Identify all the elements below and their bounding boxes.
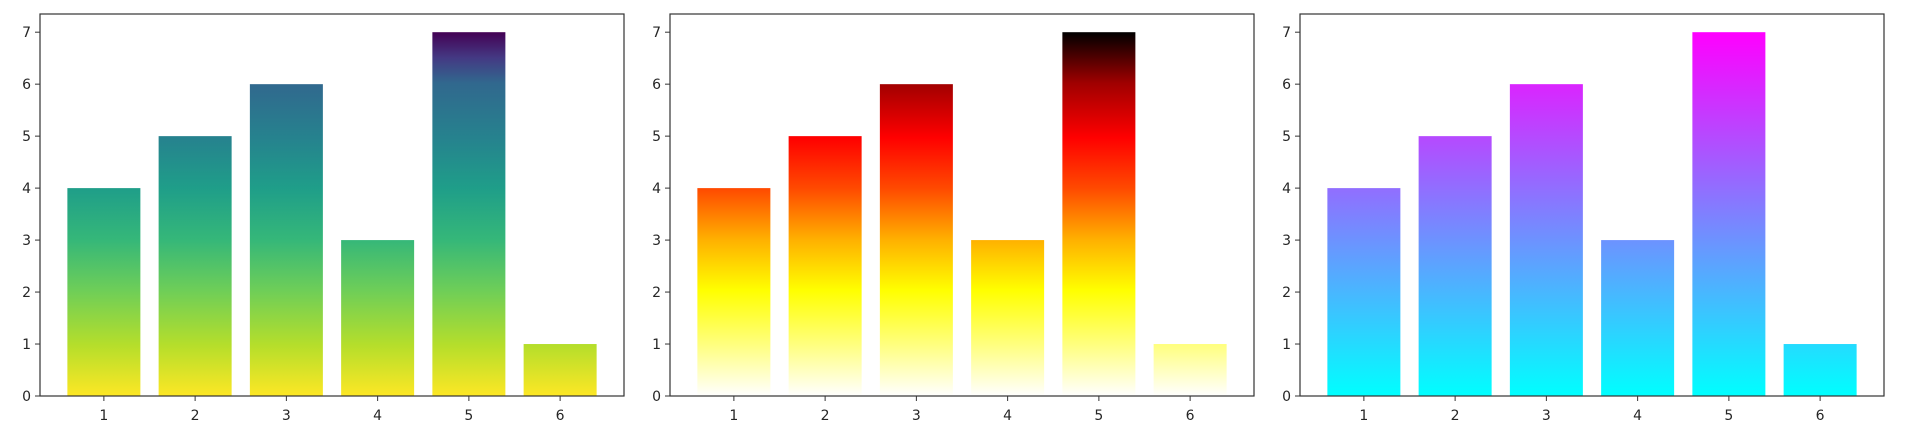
y-tick-label: 5 <box>1282 129 1291 145</box>
bar-2 <box>788 136 862 396</box>
bar-1 <box>697 188 771 396</box>
y-tick-label: 2 <box>22 285 31 301</box>
x-tick-label: 4 <box>1003 408 1012 424</box>
x-tick-label: 6 <box>1816 408 1825 424</box>
x-tick-label: 5 <box>1724 408 1733 424</box>
y-tick-label: 4 <box>1282 181 1291 197</box>
bar-1 <box>1327 188 1401 396</box>
bar-5 <box>1692 32 1766 396</box>
bar-3 <box>249 84 323 396</box>
y-tick-label: 3 <box>22 233 31 249</box>
x-tick-label: 2 <box>821 408 830 424</box>
y-tick-label: 3 <box>652 233 661 249</box>
x-tick-label: 6 <box>556 408 565 424</box>
axes-frame <box>39 13 625 397</box>
bar-2 <box>1418 136 1492 396</box>
y-tick-label: 2 <box>652 285 661 301</box>
bar-3 <box>879 84 953 396</box>
x-tick-label: 1 <box>1359 408 1368 424</box>
x-tick-label: 3 <box>282 408 291 424</box>
chart-panel-1: 0 1 2 3 4 5 6 7 1 2 3 4 5 6 <box>22 13 625 424</box>
bar-4 <box>1601 240 1675 396</box>
y-tick-label: 4 <box>22 181 31 197</box>
bar-4 <box>341 240 415 396</box>
x-tick-label: 5 <box>464 408 473 424</box>
y-tick-label: 6 <box>22 77 31 93</box>
x-tick-label: 4 <box>1633 408 1642 424</box>
bar-4 <box>971 240 1045 396</box>
chart-panel-3: 0 1 2 3 4 5 6 7 1 2 3 4 5 6 <box>1282 13 1885 424</box>
bar-1 <box>67 188 141 396</box>
y-tick-label: 7 <box>652 25 661 41</box>
x-tick-label: 1 <box>729 408 738 424</box>
x-tick-label: 5 <box>1094 408 1103 424</box>
bar-6 <box>1783 344 1857 396</box>
x-tick-label: 2 <box>1451 408 1460 424</box>
y-tick-label: 2 <box>1282 285 1291 301</box>
y-tick-label: 6 <box>652 77 661 93</box>
y-tick-label: 4 <box>652 181 661 197</box>
x-tick-label: 6 <box>1186 408 1195 424</box>
y-tick-label: 1 <box>652 337 661 353</box>
y-tick-label: 1 <box>22 337 31 353</box>
y-tick-label: 7 <box>1282 25 1291 41</box>
x-tick-label: 4 <box>373 408 382 424</box>
y-tick-label: 6 <box>1282 77 1291 93</box>
y-tick-label: 5 <box>22 129 31 145</box>
x-tick-label: 2 <box>191 408 200 424</box>
axes-frame <box>669 13 1255 397</box>
y-tick-label: 3 <box>1282 233 1291 249</box>
y-tick-label: 0 <box>1282 389 1291 405</box>
x-tick-label: 1 <box>99 408 108 424</box>
y-tick-label: 0 <box>652 389 661 405</box>
bar-6 <box>523 344 597 396</box>
y-tick-label: 5 <box>652 129 661 145</box>
bar-3 <box>1509 84 1583 396</box>
x-tick-label: 3 <box>1542 408 1551 424</box>
x-tick-label: 3 <box>912 408 921 424</box>
y-tick-label: 1 <box>1282 337 1291 353</box>
axes-frame <box>1299 13 1885 397</box>
bar-5 <box>432 32 506 396</box>
bar-2 <box>158 136 232 396</box>
bar-6 <box>1153 344 1227 396</box>
bar-5 <box>1062 32 1136 396</box>
y-tick-label: 0 <box>22 389 31 405</box>
y-tick-label: 7 <box>22 25 31 41</box>
chart-panel-2: 0 1 2 3 4 5 6 7 1 2 3 4 5 6 <box>652 13 1255 424</box>
